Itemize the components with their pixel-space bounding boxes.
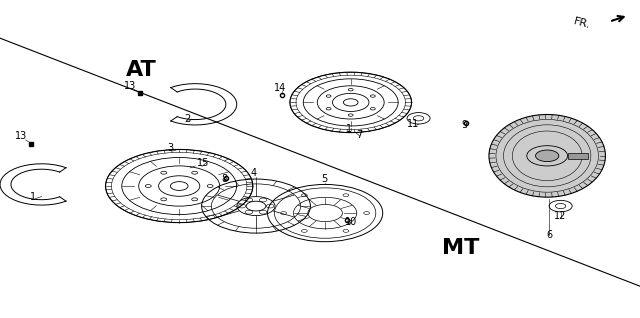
Ellipse shape (489, 114, 605, 197)
Text: 1: 1 (346, 124, 352, 134)
Text: 2: 2 (184, 114, 190, 124)
Text: 13: 13 (124, 81, 136, 91)
Text: 4: 4 (250, 169, 257, 178)
Text: 15: 15 (197, 158, 209, 168)
Text: 8: 8 (221, 174, 228, 184)
Text: AT: AT (125, 60, 156, 80)
Text: 12: 12 (554, 211, 567, 221)
Text: 1: 1 (30, 192, 36, 202)
Text: MT: MT (442, 238, 479, 258)
Text: 14: 14 (273, 83, 286, 93)
Text: 3: 3 (168, 143, 174, 153)
Text: 11: 11 (407, 119, 420, 128)
Text: 6: 6 (546, 230, 552, 240)
Circle shape (536, 150, 559, 162)
Text: 5: 5 (321, 174, 327, 184)
Text: 10: 10 (344, 217, 357, 227)
Text: FR.: FR. (573, 16, 592, 30)
Text: 13: 13 (15, 131, 28, 141)
Bar (568, 153, 588, 159)
Text: 7: 7 (356, 130, 363, 140)
Text: 9: 9 (461, 120, 468, 130)
